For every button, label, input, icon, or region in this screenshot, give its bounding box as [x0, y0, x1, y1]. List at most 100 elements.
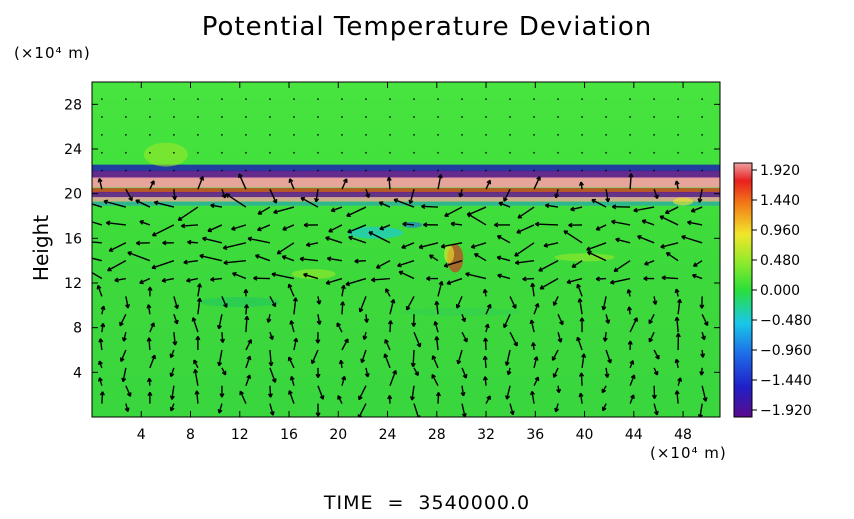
wind-vector-head — [503, 197, 508, 202]
wind-vector-head — [243, 289, 249, 294]
wind-vector — [325, 277, 343, 285]
wind-vector-head — [506, 370, 512, 376]
wind-vector-head — [615, 237, 620, 243]
wind-vector-head — [127, 251, 132, 256]
wind-vector-head — [699, 371, 705, 376]
wind-vector-head — [150, 180, 155, 185]
wind-vector-head — [338, 359, 344, 365]
wind-vector-head — [652, 300, 658, 305]
wind-vector — [665, 206, 679, 214]
wind-vector-head — [458, 192, 464, 198]
wind-vector — [531, 283, 535, 297]
wind-vector-head — [498, 201, 504, 207]
wind-vector-head — [423, 222, 428, 228]
wind-vector-head — [629, 360, 635, 365]
wind-vector — [247, 237, 271, 244]
wind-vector-head — [534, 221, 540, 227]
wind-vector-head — [305, 242, 311, 248]
wind-vector — [461, 367, 467, 379]
wind-vector-head — [316, 320, 322, 325]
wind-vector-head — [702, 397, 708, 402]
wind-vector-head — [456, 359, 462, 365]
wind-vector-head — [398, 270, 404, 276]
wind-vector-head — [253, 275, 258, 281]
wind-vector-head — [633, 317, 638, 322]
y-tick-label: 28 — [64, 97, 82, 113]
anomaly-blob — [199, 296, 280, 307]
wind-vector — [605, 367, 609, 378]
wind-vector — [92, 221, 103, 226]
wind-vector — [311, 349, 319, 364]
wind-vector-head — [114, 277, 119, 283]
wind-vector — [413, 331, 421, 348]
x-tick-label: 20 — [329, 427, 347, 443]
wind-vector-head — [651, 394, 657, 399]
wind-vector-head — [342, 178, 348, 183]
wind-vector-head — [124, 407, 130, 412]
wind-vector-head — [257, 226, 262, 232]
wind-vector-head — [150, 322, 155, 327]
wind-vector — [497, 235, 511, 244]
wind-vector-head — [607, 358, 612, 364]
wind-vector — [676, 317, 679, 333]
wind-vector-head — [267, 393, 273, 398]
wind-vector-head — [288, 178, 294, 183]
wind-vector-head — [463, 337, 468, 343]
wind-vector-head — [586, 246, 591, 252]
anomaly-band — [92, 170, 720, 179]
wind-vector — [341, 285, 345, 297]
wind-vector-head — [434, 336, 440, 341]
wind-vector — [699, 403, 703, 417]
wind-vector-head — [482, 288, 488, 294]
wind-vector — [288, 283, 295, 297]
wind-vector — [120, 349, 127, 362]
wind-vector — [202, 237, 223, 244]
wind-vector — [629, 394, 635, 404]
wind-vector — [341, 301, 344, 315]
wind-vector — [149, 354, 156, 369]
time-equals: = — [387, 492, 405, 514]
wind-vector — [365, 367, 369, 378]
wind-vector-head — [87, 270, 91, 273]
wind-vector — [406, 296, 415, 311]
x-tick-label: 48 — [674, 427, 692, 443]
wind-vector-head — [401, 244, 406, 249]
wind-vector — [509, 296, 517, 309]
wind-vector — [171, 385, 175, 400]
wind-vector-head — [674, 316, 680, 322]
wind-vector — [701, 385, 707, 402]
wind-vector-head — [378, 201, 384, 206]
x-tick-label: 36 — [526, 427, 544, 443]
x-tick-label: 24 — [379, 427, 397, 443]
wind-vector-head — [681, 235, 686, 240]
wind-vector — [384, 339, 391, 351]
wind-vector-head — [414, 371, 419, 377]
wind-vector — [269, 349, 272, 366]
wind-vector-head — [674, 390, 680, 395]
wind-vector-head — [613, 267, 619, 273]
wind-vector-head — [587, 250, 592, 256]
wind-vector-head — [217, 324, 222, 330]
colorbar-label: 0.480 — [760, 253, 800, 269]
wind-vector — [435, 301, 439, 315]
wind-vector-head — [473, 253, 479, 258]
wind-vector — [563, 230, 583, 244]
wind-vector-head — [292, 297, 298, 302]
wind-vector-head — [538, 267, 543, 272]
wind-vector-head — [328, 227, 333, 233]
wind-vector-head — [257, 210, 263, 215]
wind-vector-head — [105, 220, 111, 226]
wind-vector-head — [446, 280, 452, 286]
wind-vector-head — [626, 306, 632, 311]
colorbar — [733, 162, 753, 418]
anomaly-blob — [347, 226, 404, 239]
wind-vector-head — [462, 374, 468, 379]
wind-vector-head — [579, 317, 585, 322]
wind-vector — [570, 206, 583, 211]
wind-vector — [509, 331, 518, 347]
wind-vector-head — [107, 266, 112, 272]
wind-vector — [207, 224, 223, 232]
wind-vector — [108, 242, 127, 252]
wind-vector-head — [210, 276, 215, 282]
wind-vector-head — [703, 321, 709, 327]
